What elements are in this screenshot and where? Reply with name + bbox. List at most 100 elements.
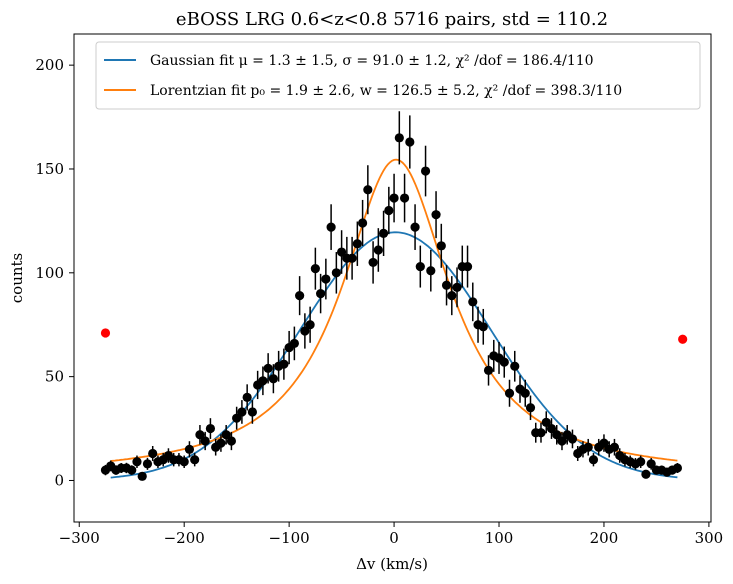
- x-tick-label: 100: [485, 529, 514, 547]
- y-tick-label: 100: [35, 264, 64, 282]
- legend-label-lorentzian: Lorentzian fit p₀ = 1.9 ± 2.6, w = 126.5…: [150, 83, 622, 99]
- data-point: [337, 247, 347, 257]
- data-point: [221, 430, 231, 440]
- data-point: [389, 193, 399, 203]
- data-point: [567, 434, 578, 444]
- data-point: [352, 239, 362, 249]
- data-point: [310, 264, 320, 274]
- x-tick-label: −100: [269, 529, 310, 547]
- outlier-point: [100, 328, 111, 338]
- legend-label-gaussian: Gaussian fit μ = 1.3 ± 1.5, σ = 91.0 ± 1…: [150, 53, 594, 69]
- data-point: [588, 455, 599, 465]
- y-tick-label: 200: [35, 56, 64, 74]
- data-point: [636, 457, 646, 467]
- data-point: [646, 459, 656, 469]
- data-point: [237, 407, 247, 417]
- data-point: [504, 388, 515, 398]
- data-point: [368, 257, 378, 268]
- y-tick-label: 150: [35, 160, 64, 178]
- y-axis-label: counts: [8, 253, 26, 303]
- legend-box: [95, 41, 701, 110]
- data-point: [258, 376, 268, 386]
- data-point: [378, 228, 389, 238]
- chart-title: eBOSS LRG 0.6<z<0.8 5716 pairs, std = 11…: [176, 9, 608, 30]
- data-point: [232, 413, 242, 423]
- data-point: [557, 436, 567, 446]
- data-point: [195, 430, 205, 440]
- data-point: [420, 166, 431, 176]
- data-point: [478, 322, 488, 332]
- data-point: [132, 457, 142, 467]
- y-tick-label: 0: [54, 471, 64, 489]
- outlier-point: [678, 334, 688, 344]
- data-point: [462, 261, 473, 272]
- legend: Gaussian fit μ = 1.3 ± 1.5, σ = 91.0 ± 1…: [95, 41, 701, 110]
- data-point: [190, 455, 200, 465]
- x-tick-label: 300: [695, 529, 724, 547]
- data-point: [279, 359, 289, 369]
- data-point: [468, 297, 478, 307]
- data-point: [200, 436, 210, 446]
- data-point: [295, 291, 305, 301]
- data-point: [289, 338, 299, 349]
- data-point: [525, 403, 536, 413]
- data-point: [331, 268, 341, 278]
- data-point: [546, 423, 557, 434]
- data-point: [242, 392, 252, 403]
- data-point: [205, 423, 216, 434]
- data-point: [583, 442, 593, 452]
- data-point: [520, 388, 530, 398]
- data-point: [599, 438, 609, 448]
- x-axis-label: Δv (km/s): [356, 555, 428, 573]
- data-point: [347, 253, 357, 263]
- data-point: [326, 222, 336, 232]
- data-point: [426, 266, 436, 276]
- data-point: [384, 205, 394, 216]
- data-point: [316, 288, 326, 299]
- data-points: [100, 111, 688, 481]
- data-point: [641, 469, 651, 479]
- data-point: [300, 326, 310, 336]
- data-point: [609, 442, 620, 452]
- data-point: [137, 471, 147, 481]
- x-tick-label: 0: [389, 529, 399, 547]
- data-point: [357, 218, 368, 228]
- data-point: [483, 365, 494, 376]
- x-tick-label: −300: [59, 529, 100, 547]
- plot-area: [73, 33, 712, 523]
- data-point: [441, 280, 452, 290]
- data-point: [127, 465, 137, 475]
- data-point: [536, 428, 546, 438]
- data-point: [399, 193, 410, 203]
- y-tick-label: 50: [45, 368, 64, 386]
- data-point: [179, 457, 189, 467]
- x-tick-label: −200: [164, 529, 205, 547]
- data-point: [184, 444, 195, 454]
- data-point: [305, 320, 315, 330]
- data-point: [436, 241, 446, 251]
- gaussian-fit-curve: [110, 231, 678, 479]
- data-point: [672, 463, 683, 473]
- data-point: [447, 291, 457, 301]
- data-point: [363, 185, 373, 195]
- data-point: [263, 363, 273, 373]
- axis-ticks: −300 −200 −100 0 100 200 300 0 50 100 150 200: [35, 56, 723, 547]
- data-point: [405, 137, 415, 147]
- data-point: [510, 361, 520, 371]
- data-point: [552, 430, 562, 440]
- data-point: [142, 459, 153, 469]
- data-point: [452, 282, 462, 292]
- data-point: [410, 222, 420, 232]
- data-point: [541, 417, 551, 427]
- data-point: [216, 438, 226, 448]
- data-point: [431, 210, 441, 220]
- data-point: [415, 261, 425, 272]
- x-tick-label: 200: [590, 529, 619, 547]
- data-point: [247, 407, 258, 417]
- data-point: [373, 245, 383, 255]
- data-point: [394, 133, 404, 143]
- data-point: [268, 374, 278, 384]
- data-point: [148, 448, 158, 459]
- data-point: [499, 357, 509, 367]
